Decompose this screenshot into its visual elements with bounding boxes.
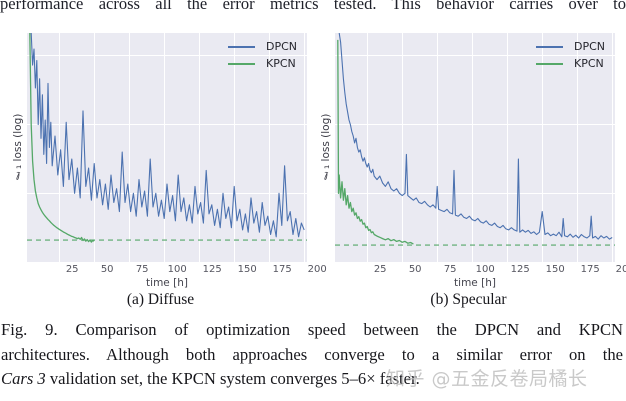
x-axis-ticks: 25 50 75 100 125 150 175 200 [335, 264, 626, 277]
italic-title: Cars 3 [1, 369, 46, 389]
gridline-vertical [198, 33, 200, 262]
gridline-horizontal [335, 124, 615, 126]
kpcn-line-swatch [535, 62, 563, 65]
x-tick-25: 25 [373, 264, 387, 275]
legend-item-kpcn: KPCN [227, 55, 297, 72]
dpcn-line-swatch [535, 45, 563, 48]
subfigure-caption-a: (a) Diffuse [126, 291, 195, 308]
x-tick-75: 75 [443, 264, 457, 275]
gridline-vertical [268, 33, 270, 262]
body-text-cropped: performance across all the error metrics… [0, 0, 626, 13]
dpcn-loss-curve [338, 33, 613, 240]
x-axis-label: time [h] [454, 277, 496, 289]
y-axis-label: ℓ₁ loss (log) [12, 113, 24, 182]
x-tick-175: 175 [272, 264, 292, 275]
x-tick-200: 200 [615, 264, 626, 275]
x-tick-100: 100 [167, 264, 187, 275]
x-tick-175: 175 [580, 264, 600, 275]
loss-curves [27, 33, 307, 243]
x-tick-125: 125 [202, 264, 222, 275]
legend-item-dpcn: DPCN [227, 38, 297, 55]
x-tick-150: 150 [545, 264, 565, 275]
gridline-vertical [93, 33, 95, 262]
gridline-vertical [506, 33, 508, 262]
legend: DPCN KPCN [535, 38, 605, 72]
x-tick-50: 50 [100, 264, 114, 275]
gridline-horizontal [27, 55, 307, 57]
loss-curves [335, 33, 615, 246]
figure-caption-line3: Cars 3 validation set, the KPCN system c… [1, 367, 623, 392]
figure-caption: Fig. 9. Comparison of optimization speed… [1, 318, 623, 392]
x-tick-75: 75 [135, 264, 149, 275]
gridline-vertical [128, 33, 130, 262]
gridline-vertical [436, 33, 438, 262]
gridline-vertical [163, 33, 165, 262]
legend: DPCN KPCN [227, 38, 297, 72]
figure-caption-line3-rest: validation set, the KPCN system converge… [45, 369, 420, 389]
legend-label-kpcn: KPCN [265, 57, 296, 70]
figure-caption-line1: Fig. 9. Comparison of optimization speed… [1, 320, 623, 339]
x-tick-25: 25 [65, 264, 79, 275]
x-tick-200: 200 [307, 264, 327, 275]
gridline-vertical [611, 33, 613, 262]
gridline-vertical [303, 33, 305, 262]
dpcn-line-swatch [227, 45, 255, 48]
kpcn-loss-curve [337, 39, 414, 245]
x-tick-50: 50 [408, 264, 422, 275]
x-axis-label: time [h] [146, 277, 188, 289]
x-tick-100: 100 [475, 264, 495, 275]
gridline-horizontal [27, 124, 307, 126]
gridline-vertical [58, 33, 60, 262]
dpcn-loss-curve [30, 33, 305, 238]
gridline-vertical [366, 33, 368, 262]
x-tick-125: 125 [510, 264, 530, 275]
legend-item-dpcn: DPCN [535, 38, 605, 55]
legend-label-kpcn: KPCN [573, 57, 604, 70]
legend-label-dpcn: DPCN [265, 40, 297, 53]
chart-specular: ℓ₁ loss (log) DPCN KPCN 25 50 75 100 125 150 17… [320, 33, 626, 313]
plot-area-specular: DPCN KPCN [335, 33, 615, 262]
x-tick-150: 150 [237, 264, 257, 275]
plot-area-diffuse: DPCN KPCN [27, 33, 307, 262]
gridline-horizontal [27, 192, 307, 194]
subfigure-caption-b: (b) Specular [430, 291, 507, 308]
kpcn-line-swatch [227, 62, 255, 65]
gridline-vertical [401, 33, 403, 262]
gridline-horizontal [335, 55, 615, 57]
gridline-horizontal [335, 192, 615, 194]
y-axis-label: ℓ₁ loss (log) [320, 113, 332, 182]
chart-diffuse: ℓ₁ loss (log) DPCN KPCN 25 50 75 100 125 150 17… [12, 33, 327, 313]
gridline-vertical [471, 33, 473, 262]
gridline-vertical [233, 33, 235, 262]
legend-item-kpcn: KPCN [535, 55, 605, 72]
legend-label-dpcn: DPCN [573, 40, 605, 53]
figure-caption-line2: architectures. Although both approaches … [1, 344, 623, 364]
kpcn-loss-curve [29, 33, 95, 243]
gridline-vertical [541, 33, 543, 262]
zhihu-watermark: 知乎 @五金反卷局橘长 [386, 368, 588, 390]
x-axis-ticks: 25 50 75 100 125 150 175 200 [27, 264, 327, 277]
gridline-vertical [576, 33, 578, 262]
